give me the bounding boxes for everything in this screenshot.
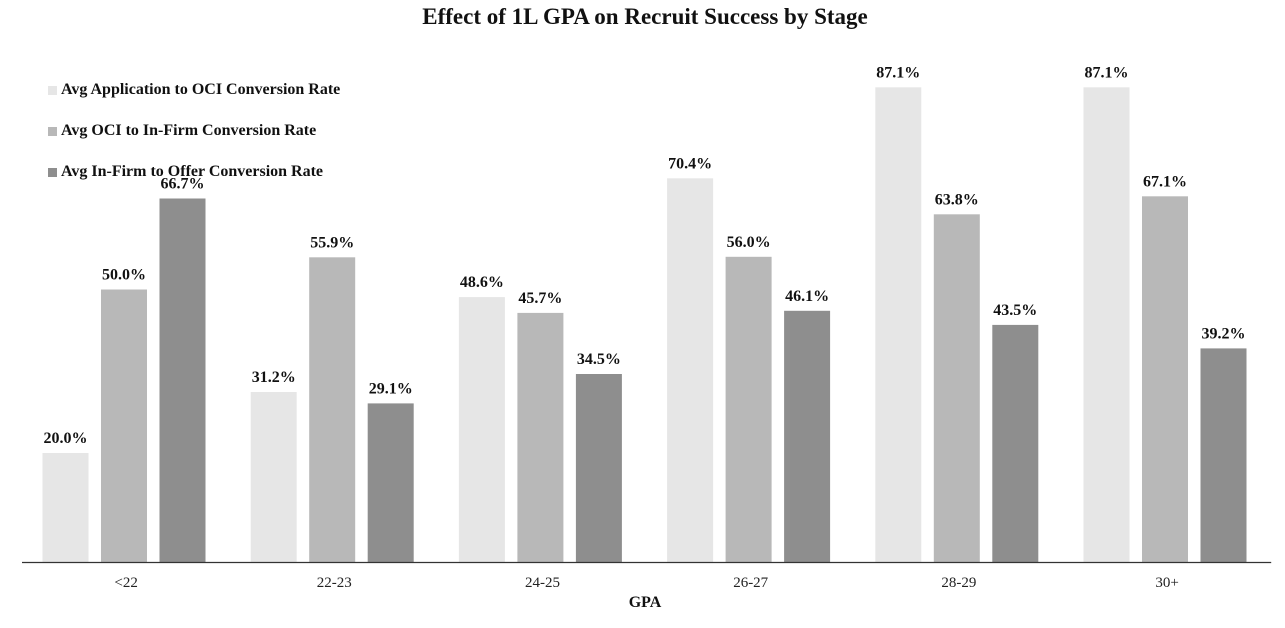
bar xyxy=(784,310,831,562)
bar xyxy=(1200,348,1247,562)
bar xyxy=(309,257,356,562)
bar xyxy=(42,453,89,562)
bar xyxy=(667,178,714,563)
data-label: 67.1% xyxy=(1143,173,1187,190)
data-label: 63.8% xyxy=(935,191,979,208)
data-label: 29.1% xyxy=(369,380,413,397)
bar xyxy=(517,312,564,562)
legend-item: Avg Application to OCI Conversion Rate xyxy=(48,78,340,102)
data-label: 45.7% xyxy=(518,290,562,307)
data-label: 20.0% xyxy=(44,430,88,447)
legend-label: Avg Application to OCI Conversion Rate xyxy=(61,81,341,98)
bar xyxy=(725,256,772,562)
x-tick-label: <22 xyxy=(114,575,137,591)
bar xyxy=(1083,87,1130,563)
data-label: 48.6% xyxy=(460,274,504,291)
bar xyxy=(159,198,206,562)
data-label: 43.5% xyxy=(993,302,1037,319)
data-label: 34.5% xyxy=(577,351,621,368)
x-tick-label: 26-27 xyxy=(733,575,768,591)
x-tick-label: 28-29 xyxy=(941,575,976,591)
data-label: 56.0% xyxy=(727,234,771,251)
chart-title: Effect of 1L GPA on Recruit Success by S… xyxy=(422,4,868,29)
bar xyxy=(575,374,622,562)
legend-label: Avg OCI to In-Firm Conversion Rate xyxy=(61,122,317,139)
legend-swatch xyxy=(48,167,57,177)
legend-item: Avg In-Firm to Offer Conversion Rate xyxy=(48,160,340,184)
data-label: 50.0% xyxy=(102,267,146,284)
data-label: 70.4% xyxy=(668,155,712,172)
legend-item: Avg OCI to In-Firm Conversion Rate xyxy=(48,119,340,143)
legend-swatch xyxy=(48,85,57,95)
bar xyxy=(875,87,922,563)
data-label: 31.2% xyxy=(252,369,296,386)
x-axis-title: GPA xyxy=(628,594,662,611)
data-label: 87.1% xyxy=(876,64,920,81)
bar xyxy=(367,403,414,562)
data-label: 55.9% xyxy=(310,234,354,251)
x-tick-label: 22-23 xyxy=(317,575,352,591)
legend-label: Avg In-Firm to Offer Conversion Rate xyxy=(61,163,324,180)
bar xyxy=(458,297,505,562)
bar xyxy=(933,214,980,563)
data-label: 39.2% xyxy=(1202,325,1246,342)
data-label: 87.1% xyxy=(1085,64,1129,81)
legend-swatch xyxy=(48,126,57,136)
data-label: 46.1% xyxy=(785,288,829,305)
bar xyxy=(101,289,147,562)
x-tick-label: 24-25 xyxy=(525,575,560,591)
bar xyxy=(1142,196,1188,563)
data-label: 66.7% xyxy=(161,176,205,193)
bar xyxy=(992,324,1039,562)
bar xyxy=(250,392,297,562)
x-tick-label: 30+ xyxy=(1155,575,1178,591)
legend: Avg Application to OCI Conversion Rate A… xyxy=(48,78,340,201)
